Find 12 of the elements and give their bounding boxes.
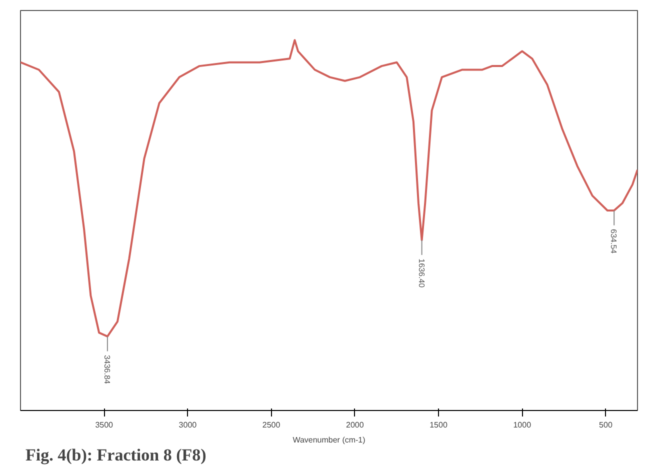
x-tick-label: 2500 bbox=[262, 420, 281, 430]
x-tick-label: 1000 bbox=[513, 420, 532, 430]
x-tick-label: 500 bbox=[599, 420, 613, 430]
x-tick-label: 1500 bbox=[430, 420, 448, 430]
x-tick-label: 2000 bbox=[346, 420, 364, 430]
annotation: 1636.40 bbox=[416, 258, 426, 288]
annotation: 634.54 bbox=[609, 229, 618, 254]
x-tick-label: 3000 bbox=[178, 420, 198, 430]
annotation: 3436.84 bbox=[102, 354, 112, 384]
x-axis-title: Wavenumber (cm-1) bbox=[292, 436, 366, 444]
x-tick-label: 3500 bbox=[95, 420, 114, 430]
caption: Fig. 4(b): Fraction 8 (F8) bbox=[26, 446, 206, 464]
